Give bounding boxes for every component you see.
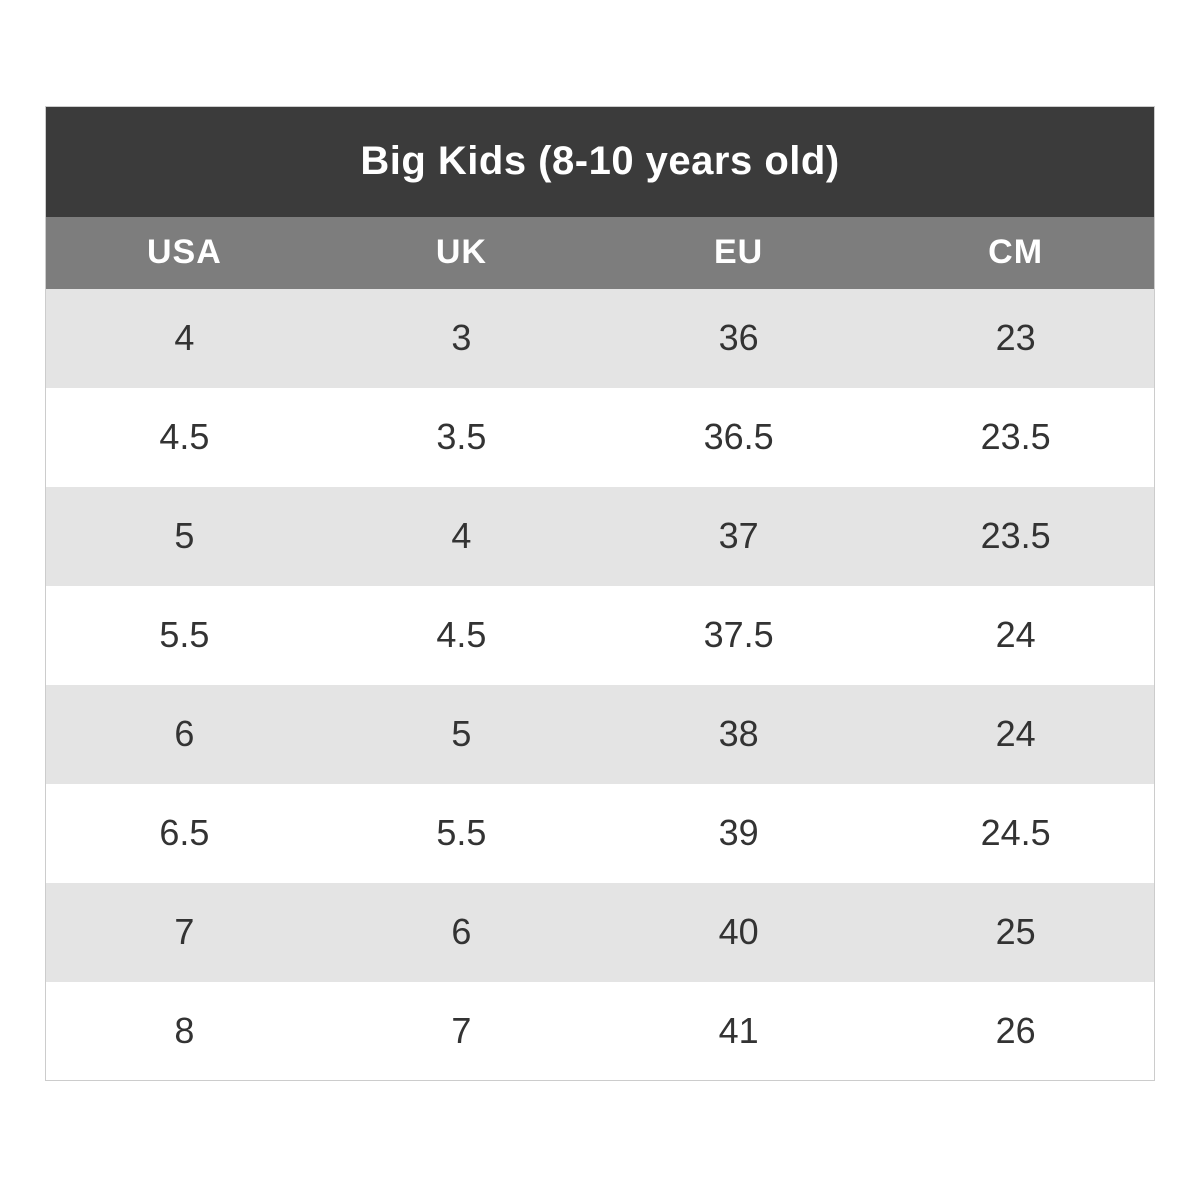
table-cell: 41 [600,981,878,1081]
table-cell: 4 [45,288,323,388]
table-row: 8 7 41 26 [45,981,1155,1081]
table-cell: 24.5 [877,783,1155,883]
table-cell: 36 [600,288,878,388]
table-cell: 24 [877,585,1155,685]
table-cell: 38 [600,684,878,784]
table-cell: 7 [45,882,323,982]
table-cell: 3.5 [322,387,600,487]
table-cell: 8 [45,981,323,1081]
header-row: USA UK EU CM [45,216,1155,289]
table-cell: 25 [877,882,1155,982]
table-body: 4 3 36 23 4.5 3.5 36.5 23.5 5 4 37 23.5 5.5 4.5 37.5 24… [45,288,1155,1081]
column-header-cm: CM [877,216,1155,289]
table-cell: 6.5 [45,783,323,883]
table-cell: 5 [322,684,600,784]
table-cell: 37 [600,486,878,586]
table-cell: 4.5 [322,585,600,685]
table-row: 7 6 40 25 [45,882,1155,982]
table-cell: 40 [600,882,878,982]
table-cell: 7 [322,981,600,1081]
table-cell: 39 [600,783,878,883]
table-cell: 5 [45,486,323,586]
table-cell: 3 [322,288,600,388]
table-cell: 36.5 [600,387,878,487]
size-chart-table: Big Kids (8-10 years old) USA UK EU CM 4… [45,106,1155,1081]
table-cell: 23 [877,288,1155,388]
table-cell: 5.5 [45,585,323,685]
table-cell: 23.5 [877,486,1155,586]
table-cell: 4.5 [45,387,323,487]
size-chart-container: Big Kids (8-10 years old) USA UK EU CM 4… [45,106,1155,1081]
table-cell: 6 [45,684,323,784]
table-cell: 23.5 [877,387,1155,487]
table-cell: 6 [322,882,600,982]
column-header-uk: UK [322,216,600,289]
table-cell: 24 [877,684,1155,784]
table-cell: 5.5 [322,783,600,883]
table-head: Big Kids (8-10 years old) USA UK EU CM [45,106,1155,289]
table-row: 5 4 37 23.5 [45,486,1155,586]
table-cell: 4 [322,486,600,586]
column-header-usa: USA [45,216,323,289]
title-row: Big Kids (8-10 years old) [45,106,1155,217]
table-row: 6 5 38 24 [45,684,1155,784]
column-header-eu: EU [600,216,878,289]
table-row: 6.5 5.5 39 24.5 [45,783,1155,883]
table-row: 5.5 4.5 37.5 24 [45,585,1155,685]
table-row: 4.5 3.5 36.5 23.5 [45,387,1155,487]
table-cell: 26 [877,981,1155,1081]
table-title: Big Kids (8-10 years old) [45,106,1155,217]
table-row: 4 3 36 23 [45,288,1155,388]
table-cell: 37.5 [600,585,878,685]
